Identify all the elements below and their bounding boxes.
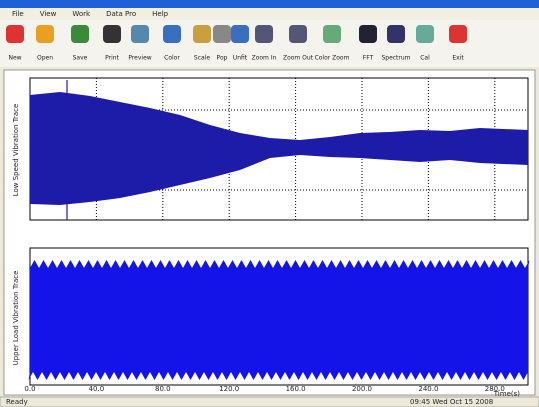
tool-icon[interactable] xyxy=(213,25,231,43)
tool-label[interactable]: Save xyxy=(73,55,88,62)
x-tick-label: 160.0 xyxy=(286,385,306,393)
tool-label[interactable]: Zoom In xyxy=(252,55,277,62)
tool-label[interactable]: Spectrum xyxy=(381,55,410,62)
tool-label[interactable]: Zoom Out xyxy=(283,55,314,62)
menu-item[interactable]: View xyxy=(40,10,57,18)
tool-icon[interactable] xyxy=(323,25,341,43)
status-bar xyxy=(0,396,539,407)
tool-icon[interactable] xyxy=(6,25,24,43)
menu: File View Work Data Pro Help xyxy=(12,10,169,18)
tool-label[interactable]: Print xyxy=(105,55,119,62)
tool-label[interactable]: Color xyxy=(164,55,180,62)
menu-item[interactable]: Help xyxy=(152,10,169,18)
title-bar xyxy=(0,0,539,8)
x-tick-label: 120.0 xyxy=(219,385,239,393)
x-tick-label: 0.0 xyxy=(24,385,35,393)
x-axis-label: Time(s) xyxy=(493,390,521,398)
tool-icon[interactable] xyxy=(387,25,405,43)
tool-label[interactable]: Preview xyxy=(128,55,151,62)
tool-icon[interactable] xyxy=(36,25,54,43)
menu-item[interactable]: Work xyxy=(72,10,91,18)
tool-label[interactable]: Cal xyxy=(420,55,430,62)
tool-label[interactable]: FFT xyxy=(363,55,374,62)
x-tick-label: 40.0 xyxy=(89,385,105,393)
menu-item[interactable]: Data Pro xyxy=(106,10,136,18)
tool-buttons: New Open Save Print Preview Color Scale Pop Unfi… xyxy=(6,25,467,62)
tool-icon[interactable] xyxy=(289,25,307,43)
tool-label[interactable]: Color Zoom xyxy=(315,55,350,62)
waveform-top xyxy=(30,92,528,205)
tool-icon[interactable] xyxy=(131,25,149,43)
tool-icon[interactable] xyxy=(231,25,249,43)
tool-icon[interactable] xyxy=(449,25,467,43)
status-right: 09:45 Wed Oct 15 2008 xyxy=(410,398,493,406)
status-left: Ready xyxy=(6,398,28,406)
x-tick-label: 240.0 xyxy=(418,385,438,393)
tool-icon[interactable] xyxy=(255,25,273,43)
tool-icon[interactable] xyxy=(103,25,121,43)
tool-label[interactable]: Unfit xyxy=(233,55,248,62)
waveform-bottom xyxy=(28,260,530,380)
tool-label[interactable]: New xyxy=(8,55,21,62)
tool-icon[interactable] xyxy=(71,25,89,43)
menu-bar xyxy=(0,8,539,20)
tool-label[interactable]: Pop xyxy=(217,55,228,62)
x-tick-label: 80.0 xyxy=(155,385,171,393)
tool-icon[interactable] xyxy=(163,25,181,43)
tool-label[interactable]: Open xyxy=(37,55,53,62)
tool-label[interactable]: Exit xyxy=(452,55,464,62)
tool-icon[interactable] xyxy=(193,25,211,43)
tool-icon[interactable] xyxy=(359,25,377,43)
tool-icon[interactable] xyxy=(416,25,434,43)
y-label-top: Low Speed Vibration Trace xyxy=(12,104,20,197)
menu-item[interactable]: File xyxy=(12,10,24,18)
x-tick-label: 280.0 xyxy=(485,385,505,393)
tool-label[interactable]: Scale xyxy=(194,55,210,62)
x-tick-label: 200.0 xyxy=(352,385,372,393)
y-label-bottom: Upper Load Vibration Trace xyxy=(12,271,20,366)
